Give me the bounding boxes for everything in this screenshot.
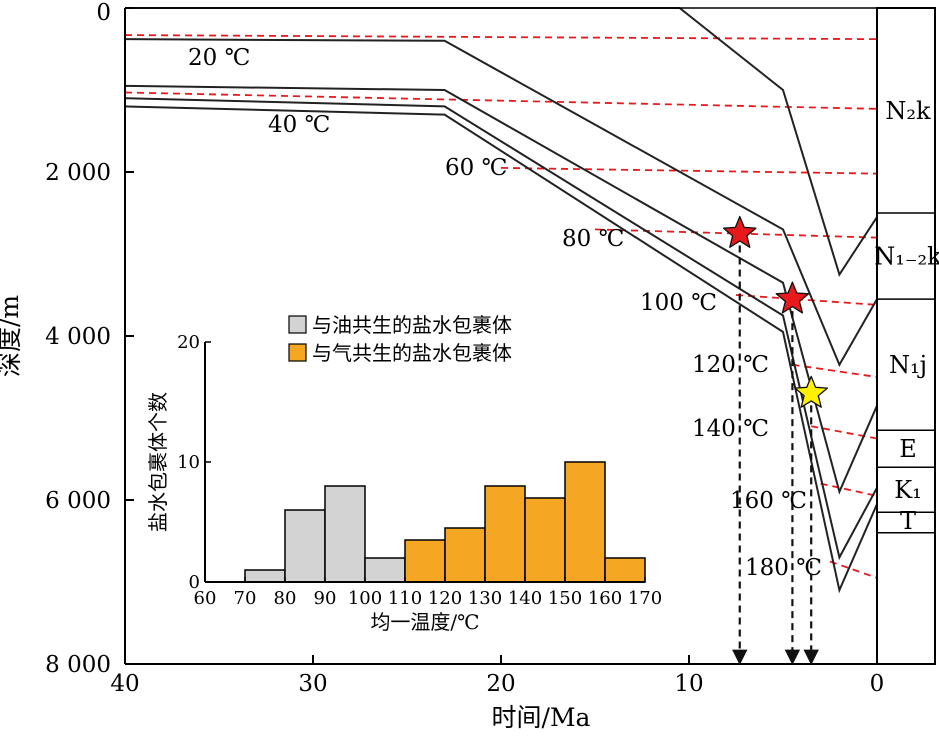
homogenization-histogram: 0 10 20 60 70 80 90 100 110 120 130 140 150 160 170 均一温… bbox=[146, 313, 662, 634]
isotherm-label: 40 ℃ bbox=[268, 112, 330, 138]
histogram-bar bbox=[324, 485, 366, 583]
x-tick-label: 10 bbox=[674, 671, 703, 697]
isotherm-label: 80 ℃ bbox=[562, 226, 624, 252]
x-tick-label: 20 bbox=[486, 671, 515, 697]
y-tick-label: 4 000 bbox=[45, 324, 111, 350]
isotherm-label: 100 ℃ bbox=[640, 290, 717, 316]
hist-x-tick-label: 150 bbox=[548, 588, 582, 609]
y-axis-title: 深度/m bbox=[0, 295, 24, 377]
histogram-bar bbox=[364, 557, 406, 583]
hist-x-axis-title: 均一温度/℃ bbox=[370, 610, 479, 634]
histogram-bar bbox=[404, 539, 446, 583]
isotherm-line bbox=[820, 482, 878, 497]
isotherm-line bbox=[124, 34, 878, 41]
hist-x-tick-label: 160 bbox=[588, 588, 622, 609]
histogram-bar bbox=[604, 557, 646, 583]
burial-curve bbox=[124, 97, 878, 561]
isotherm-label: 160 ℃ bbox=[730, 488, 807, 514]
isotherm-label: 180 ℃ bbox=[745, 555, 822, 581]
marker-layer bbox=[722, 215, 829, 408]
y-tick-label: 6 000 bbox=[45, 488, 111, 514]
formation-label: N₂k bbox=[885, 97, 931, 125]
hist-x-tick-label: 100 bbox=[348, 588, 382, 609]
legend-label: 与气共生的盐水包裹体 bbox=[312, 341, 512, 365]
isotherm-layer: 20 ℃ 40 ℃ 60 ℃ 80 ℃ 100 ℃ 120 ℃ 140 ℃ 160 ℃ 180 … bbox=[124, 34, 878, 581]
burial-curve-layer bbox=[124, 7, 878, 594]
isotherm-label: 120 ℃ bbox=[692, 352, 769, 378]
hist-x-tick-label: 110 bbox=[388, 588, 422, 609]
burial-curve bbox=[124, 105, 878, 594]
hist-x-tick-label: 130 bbox=[468, 588, 502, 609]
hist-x-tick-label: 170 bbox=[628, 588, 662, 609]
hist-y-tick-label: 20 bbox=[177, 332, 200, 353]
histogram-bar bbox=[244, 569, 286, 583]
histogram-bar bbox=[444, 527, 486, 583]
formation-label: N₁₋₂k bbox=[874, 242, 939, 270]
hist-x-tick-label: 80 bbox=[274, 588, 297, 609]
isotherm-line bbox=[500, 167, 878, 175]
isotherm-label: 140 ℃ bbox=[692, 416, 769, 442]
star-marker bbox=[775, 281, 810, 314]
isotherm-line bbox=[829, 560, 878, 579]
x-tick-label: 40 bbox=[110, 671, 139, 697]
arrow-layer bbox=[732, 233, 819, 666]
formation-label: N₁j bbox=[889, 351, 927, 379]
hist-x-tick-label: 120 bbox=[428, 588, 462, 609]
histogram-bar bbox=[484, 485, 526, 583]
isotherm-label: 20 ℃ bbox=[188, 45, 250, 71]
isotherm-label: 60 ℃ bbox=[445, 155, 507, 181]
histogram-bar bbox=[564, 461, 606, 583]
y-tick-label: 2 000 bbox=[45, 160, 111, 186]
formation-label: K₁ bbox=[894, 476, 922, 504]
formation-label: T bbox=[900, 507, 916, 535]
stratigraphic-column: N₂k N₁₋₂k N₁j E K₁ T bbox=[874, 7, 939, 665]
isotherm-line bbox=[124, 91, 878, 110]
hist-y-tick-label: 10 bbox=[177, 452, 200, 473]
histogram-bar bbox=[524, 497, 566, 583]
hist-y-tick-label: 0 bbox=[189, 572, 200, 593]
star-marker bbox=[794, 375, 829, 408]
hist-x-tick-label: 60 bbox=[194, 588, 217, 609]
formation-label: E bbox=[899, 435, 917, 463]
burial-curve bbox=[124, 38, 878, 367]
burial-curve bbox=[124, 84, 878, 495]
histogram-bar bbox=[284, 509, 326, 583]
hist-x-tick-label: 70 bbox=[234, 588, 257, 609]
y-tick-label: 0 bbox=[96, 0, 111, 26]
x-axis-title: 时间/Ma bbox=[492, 703, 591, 732]
hist-x-tick-label: 90 bbox=[314, 588, 337, 609]
y-tick-label: 8 000 bbox=[45, 652, 111, 678]
hist-x-tick-label: 140 bbox=[508, 588, 542, 609]
x-tick-label: 30 bbox=[298, 671, 327, 697]
legend-swatch bbox=[288, 315, 307, 334]
hist-y-axis-title: 盐水包裹体个数 bbox=[146, 392, 170, 532]
legend-swatch bbox=[288, 343, 307, 362]
x-tick-label: 0 bbox=[870, 671, 885, 697]
star-marker bbox=[722, 215, 757, 248]
legend-label: 与油共生的盐水包裹体 bbox=[312, 313, 512, 337]
